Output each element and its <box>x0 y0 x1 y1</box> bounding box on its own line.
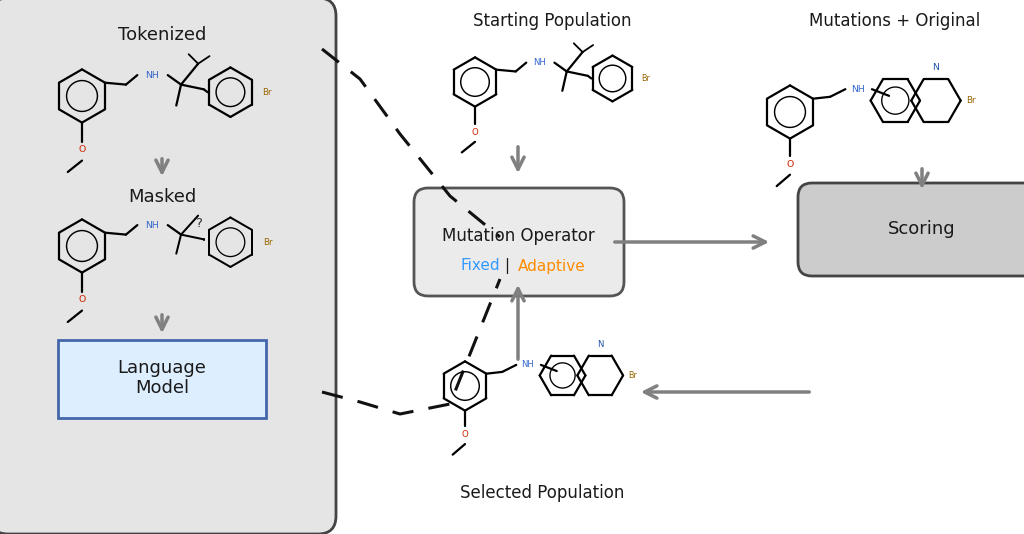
Text: Br: Br <box>263 238 272 247</box>
Text: |: | <box>504 258 509 274</box>
Text: Selected Population: Selected Population <box>460 484 625 502</box>
Text: NH: NH <box>145 70 159 80</box>
Text: O: O <box>462 430 468 439</box>
Text: Starting Population: Starting Population <box>473 12 631 30</box>
Text: Br: Br <box>967 96 976 105</box>
Text: Br: Br <box>642 74 650 83</box>
Text: Fixed: Fixed <box>461 258 500 273</box>
Text: O: O <box>472 128 478 137</box>
Text: Br: Br <box>262 88 271 97</box>
Text: Mutation Operator: Mutation Operator <box>441 227 594 245</box>
Text: Masked: Masked <box>128 188 197 206</box>
Text: NH: NH <box>521 360 535 370</box>
Text: NH: NH <box>534 58 546 67</box>
FancyBboxPatch shape <box>0 0 336 534</box>
FancyBboxPatch shape <box>58 340 266 418</box>
Text: Tokenized: Tokenized <box>118 26 206 44</box>
Text: N: N <box>933 63 939 72</box>
Text: Scoring: Scoring <box>888 220 955 238</box>
Text: ?: ? <box>195 217 202 230</box>
FancyBboxPatch shape <box>414 188 624 296</box>
Text: Mutations + Original: Mutations + Original <box>809 12 981 30</box>
Text: NH: NH <box>145 221 159 230</box>
Text: O: O <box>79 145 86 154</box>
Text: N: N <box>597 340 603 349</box>
Text: O: O <box>79 295 86 304</box>
FancyBboxPatch shape <box>798 183 1024 276</box>
Text: Br: Br <box>629 371 637 380</box>
Text: O: O <box>786 160 794 169</box>
Text: Language
Model: Language Model <box>118 359 207 397</box>
Text: Adaptive: Adaptive <box>518 258 586 273</box>
Text: NH: NH <box>851 85 865 93</box>
